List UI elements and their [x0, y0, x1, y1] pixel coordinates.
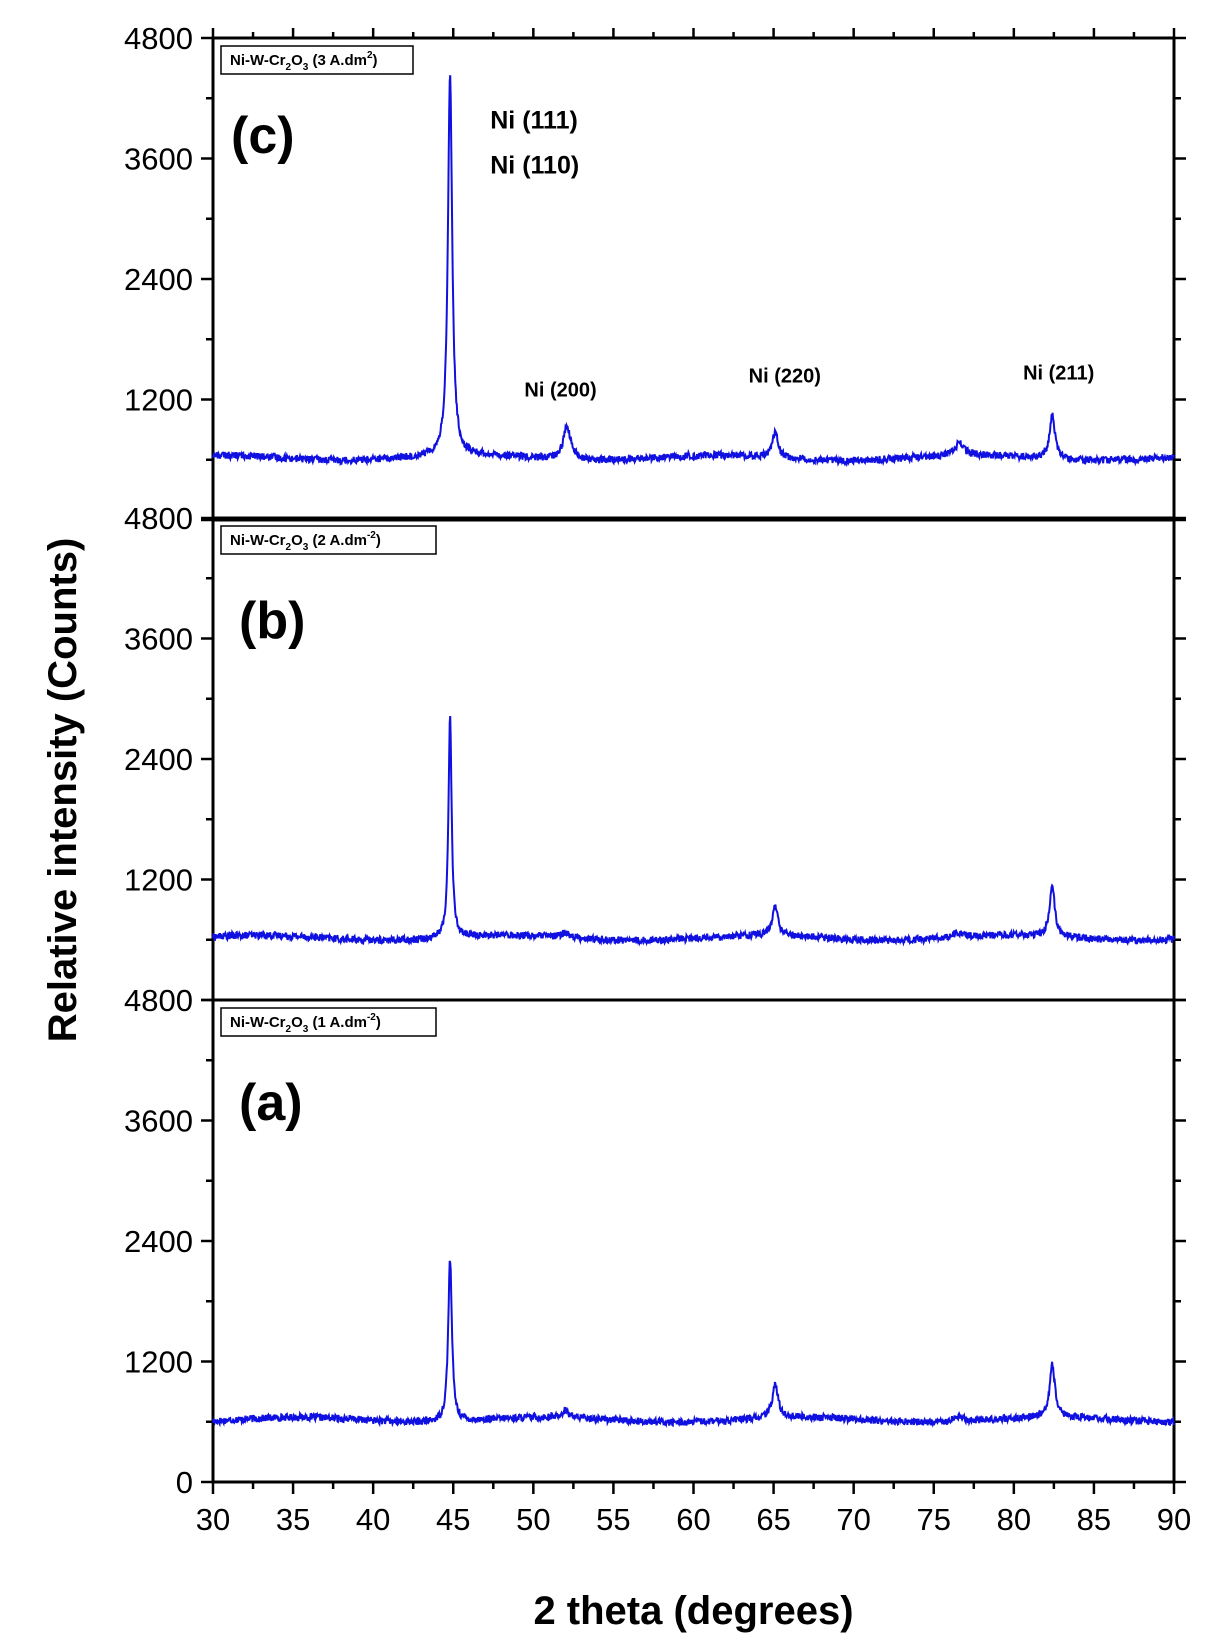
panel-frame [211, 998, 1176, 1484]
x-tick-label: 60 [676, 1502, 710, 1537]
xrd-trace-c [212, 75, 1175, 468]
x-tick-label: 30 [196, 1502, 230, 1537]
panel-letter: (c) [231, 107, 295, 165]
x-tick-label: 65 [756, 1502, 790, 1537]
x-tick-label: 55 [596, 1502, 630, 1537]
legend-part-end: ) [373, 52, 378, 69]
legend-part-end: ) [376, 1014, 381, 1031]
legend-part-tail: (2 A.dm [308, 532, 367, 549]
panel-frame [211, 516, 1176, 1002]
y-tick-label: 2400 [124, 1224, 193, 1259]
y-tick-label: 3600 [124, 1104, 193, 1139]
peak-label: Ni (200) [524, 379, 596, 401]
legend-part-mid: O [291, 532, 303, 549]
xrd-trace-b [212, 715, 1175, 947]
legend-part-main: Ni-W-Cr [230, 52, 286, 69]
x-tick-label: 70 [836, 1502, 870, 1537]
legend-box [220, 525, 437, 555]
y-tick-label: 1200 [124, 863, 193, 898]
legend-part-end: ) [376, 532, 381, 549]
legend-part-sup: -2 [367, 1012, 376, 1023]
x-tick-label: 35 [276, 1502, 310, 1537]
legend-part-tail: (3 A.dm [308, 52, 367, 69]
legend-part-main: Ni-W-Cr [230, 532, 286, 549]
x-tick-label: 90 [1157, 1502, 1191, 1537]
legend-part-mid: O [291, 1014, 303, 1031]
panel-a: 0 1200 2400 3600 4800 (a) Ni-W-Cr2O3 (1 A.dm-2… [124, 983, 1186, 1500]
xrd-trace-a [212, 1260, 1175, 1429]
x-tick-label: 75 [917, 1502, 951, 1537]
legend-part-sub2: 3 [303, 542, 309, 553]
legend-text: Ni-W-Cr2O3 (3 A.dm2) [230, 50, 378, 73]
peak-label: Ni (220) [749, 365, 821, 387]
legend-part-sub2: 3 [303, 62, 309, 73]
y-tick-label: 2400 [124, 742, 193, 777]
x-tick-label: 80 [997, 1502, 1031, 1537]
legend-part-tail: (1 A.dm [308, 1014, 367, 1031]
legend-part-sub1: 2 [286, 1024, 292, 1035]
x-tick-label: 45 [436, 1502, 470, 1537]
peak-label: Ni (110) [490, 152, 579, 180]
y-tick-label: 2400 [124, 262, 193, 297]
y-tick-label: 4800 [124, 501, 193, 536]
peak-label: Ni (211) [1023, 362, 1094, 384]
legend-part-sub1: 2 [286, 62, 292, 73]
x-axis-title: 2 theta (degrees) [533, 1589, 853, 1633]
x-tick-label: 40 [356, 1502, 390, 1537]
panel-letter: (b) [239, 592, 305, 650]
x-tick-label: 50 [516, 1502, 550, 1537]
y-tick-label: 0 [176, 1465, 193, 1500]
y-tick-label: 1200 [124, 1345, 193, 1380]
legend-part-main: Ni-W-Cr [230, 1014, 286, 1031]
panel-b: 1200 2400 3600 4800 (b) Ni-W-Cr2O3 (2 A.dm-2) [124, 501, 1186, 1002]
y-tick-label: 4800 [124, 983, 193, 1018]
legend-box [220, 1007, 437, 1037]
legend-text: Ni-W-Cr2O3 (1 A.dm-2) [230, 1012, 381, 1035]
legend-part-sup: 2 [367, 50, 373, 61]
panel-frame [211, 36, 1176, 522]
y-tick-label: 3600 [124, 622, 193, 657]
y-tick-label: 3600 [124, 142, 193, 177]
y-axis-title: Relative intensity (Counts) [41, 538, 85, 1043]
legend-box [220, 45, 414, 75]
y-tick-label: 1200 [124, 383, 193, 418]
y-tick-label: 4800 [124, 21, 193, 56]
legend-part-sup: -2 [367, 530, 376, 541]
legend-part-sub2: 3 [303, 1024, 309, 1035]
legend-part-sub1: 2 [286, 542, 292, 553]
panel-letter: (a) [239, 1074, 303, 1132]
legend-part-mid: O [291, 52, 303, 69]
x-tick-label: 85 [1077, 1502, 1111, 1537]
legend-text: Ni-W-Cr2O3 (2 A.dm-2) [230, 530, 381, 553]
peak-label: Ni (111) [490, 106, 578, 134]
